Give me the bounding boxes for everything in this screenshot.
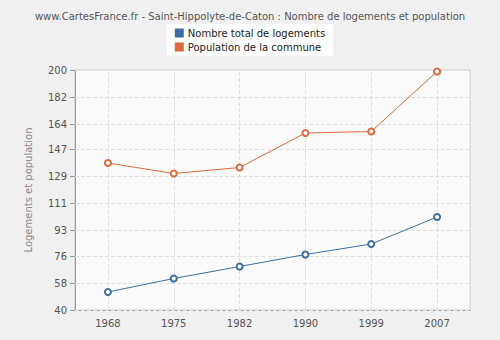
svg-text:Logements et population: Logements et population xyxy=(23,127,34,252)
svg-text:1999: 1999 xyxy=(359,318,384,329)
svg-text:1990: 1990 xyxy=(293,318,318,329)
svg-text:129: 129 xyxy=(48,171,67,182)
svg-text:93: 93 xyxy=(54,225,67,236)
svg-text:1975: 1975 xyxy=(161,318,186,329)
svg-text:76: 76 xyxy=(54,251,67,262)
svg-text:Nombre total de logements: Nombre total de logements xyxy=(188,28,325,39)
svg-text:Population de la commune: Population de la commune xyxy=(188,42,321,53)
svg-text:www.CartesFrance.fr - Saint-Hi: www.CartesFrance.fr - Saint-Hippolyte-de… xyxy=(35,11,465,22)
svg-text:1982: 1982 xyxy=(227,318,252,329)
svg-text:1968: 1968 xyxy=(95,318,120,329)
svg-text:164: 164 xyxy=(48,119,67,130)
svg-text:200: 200 xyxy=(48,65,67,76)
svg-text:58: 58 xyxy=(54,278,67,289)
svg-text:147: 147 xyxy=(48,144,67,155)
svg-text:2007: 2007 xyxy=(424,318,449,329)
svg-text:182: 182 xyxy=(48,92,67,103)
svg-text:40: 40 xyxy=(54,305,67,316)
svg-text:111: 111 xyxy=(48,198,67,209)
